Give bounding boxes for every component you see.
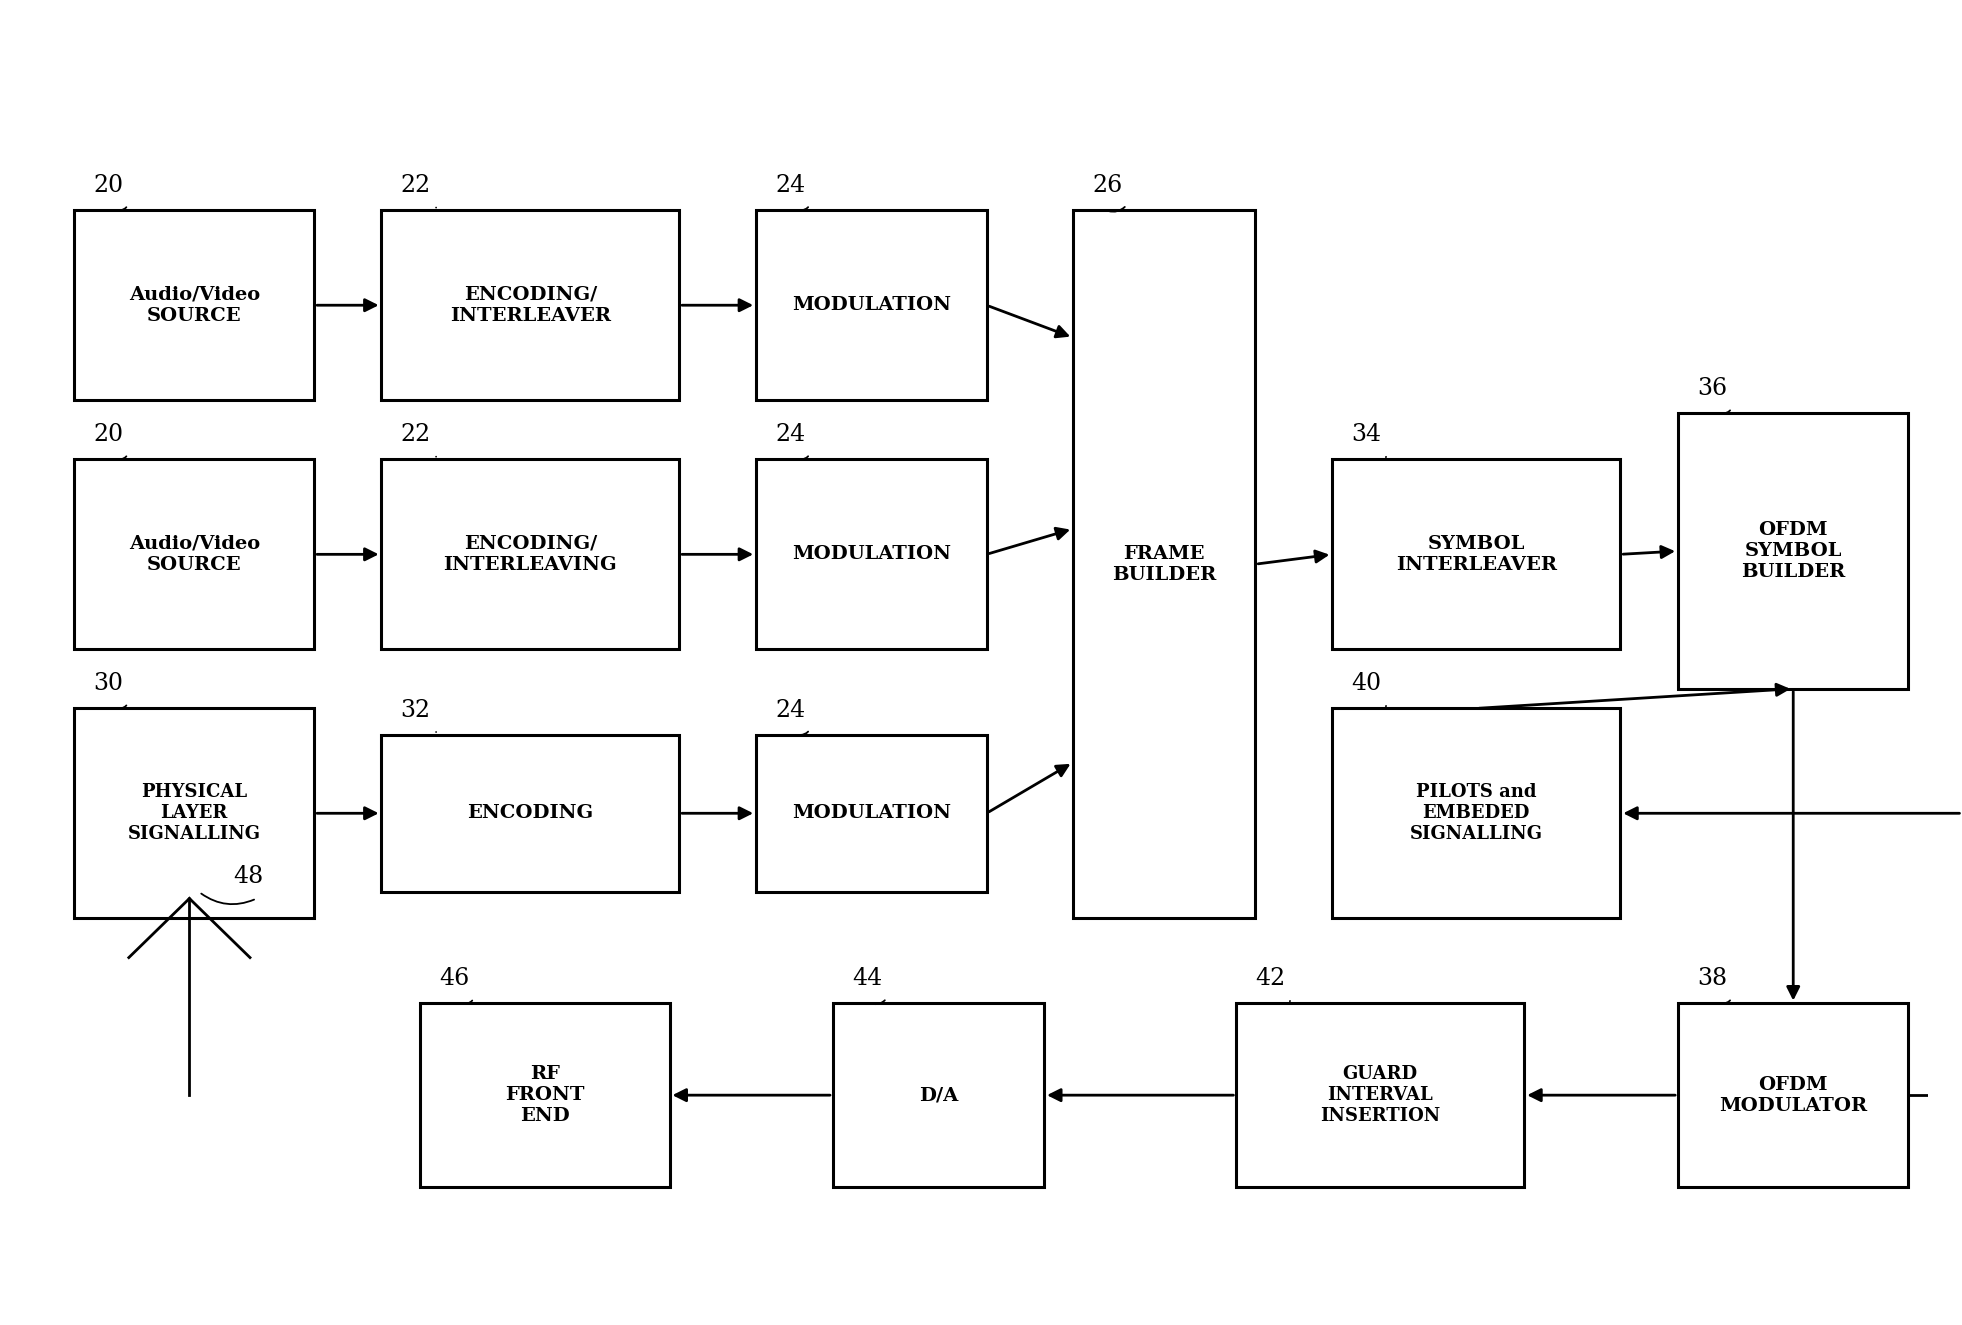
Text: OFDM
MODULATOR: OFDM MODULATOR xyxy=(1719,1076,1868,1114)
FancyBboxPatch shape xyxy=(1332,709,1621,918)
FancyBboxPatch shape xyxy=(75,460,314,649)
Text: 22: 22 xyxy=(400,423,432,447)
Text: 24: 24 xyxy=(775,423,806,447)
Text: MODULATION: MODULATION xyxy=(793,546,952,563)
Text: ENCODING/
INTERLEAVER: ENCODING/ INTERLEAVER xyxy=(449,286,610,325)
Text: 22: 22 xyxy=(400,174,432,197)
Text: SYMBOL
INTERLEAVER: SYMBOL INTERLEAVER xyxy=(1395,535,1556,574)
Text: 48: 48 xyxy=(233,865,263,888)
FancyBboxPatch shape xyxy=(75,709,314,918)
FancyBboxPatch shape xyxy=(1073,211,1256,918)
Text: 40: 40 xyxy=(1352,672,1381,696)
Text: 38: 38 xyxy=(1697,967,1727,990)
Text: 26: 26 xyxy=(1093,174,1122,197)
FancyBboxPatch shape xyxy=(1678,413,1909,689)
FancyBboxPatch shape xyxy=(420,1003,669,1187)
Text: ENCODING: ENCODING xyxy=(467,804,593,823)
Text: D/A: D/A xyxy=(918,1086,957,1104)
Text: 32: 32 xyxy=(400,698,432,722)
Text: ENCODING/
INTERLEAVING: ENCODING/ INTERLEAVING xyxy=(443,535,618,574)
FancyBboxPatch shape xyxy=(381,460,679,649)
Text: 24: 24 xyxy=(775,174,806,197)
FancyBboxPatch shape xyxy=(755,734,987,892)
FancyBboxPatch shape xyxy=(75,211,314,400)
Text: 24: 24 xyxy=(775,698,806,722)
Text: 42: 42 xyxy=(1256,967,1285,990)
Text: 30: 30 xyxy=(94,672,124,696)
FancyBboxPatch shape xyxy=(381,211,679,400)
Text: 20: 20 xyxy=(94,174,124,197)
FancyBboxPatch shape xyxy=(755,460,987,649)
Text: Audio/Video
SOURCE: Audio/Video SOURCE xyxy=(129,286,259,325)
FancyBboxPatch shape xyxy=(1678,1003,1909,1187)
Text: 46: 46 xyxy=(439,967,469,990)
Text: PHYSICAL
LAYER
SIGNALLING: PHYSICAL LAYER SIGNALLING xyxy=(128,783,261,843)
FancyBboxPatch shape xyxy=(1236,1003,1524,1187)
FancyBboxPatch shape xyxy=(755,211,987,400)
Text: 20: 20 xyxy=(94,423,124,447)
Text: Audio/Video
SOURCE: Audio/Video SOURCE xyxy=(129,535,259,574)
Text: 36: 36 xyxy=(1697,378,1727,400)
Text: GUARD
INTERVAL
INSERTION: GUARD INTERVAL INSERTION xyxy=(1320,1065,1440,1125)
FancyBboxPatch shape xyxy=(381,734,679,892)
Text: OFDM
SYMBOL
BUILDER: OFDM SYMBOL BUILDER xyxy=(1740,521,1846,580)
Text: RF
FRONT
END: RF FRONT END xyxy=(504,1065,585,1125)
FancyBboxPatch shape xyxy=(832,1003,1044,1187)
FancyBboxPatch shape xyxy=(1332,460,1621,649)
Text: 44: 44 xyxy=(852,967,883,990)
Text: FRAME
BUILDER: FRAME BUILDER xyxy=(1112,545,1216,583)
Text: PILOTS and
EMBEDED
SIGNALLING: PILOTS and EMBEDED SIGNALLING xyxy=(1411,783,1542,843)
Text: MODULATION: MODULATION xyxy=(793,804,952,823)
Text: 34: 34 xyxy=(1352,423,1381,447)
Text: MODULATION: MODULATION xyxy=(793,297,952,314)
